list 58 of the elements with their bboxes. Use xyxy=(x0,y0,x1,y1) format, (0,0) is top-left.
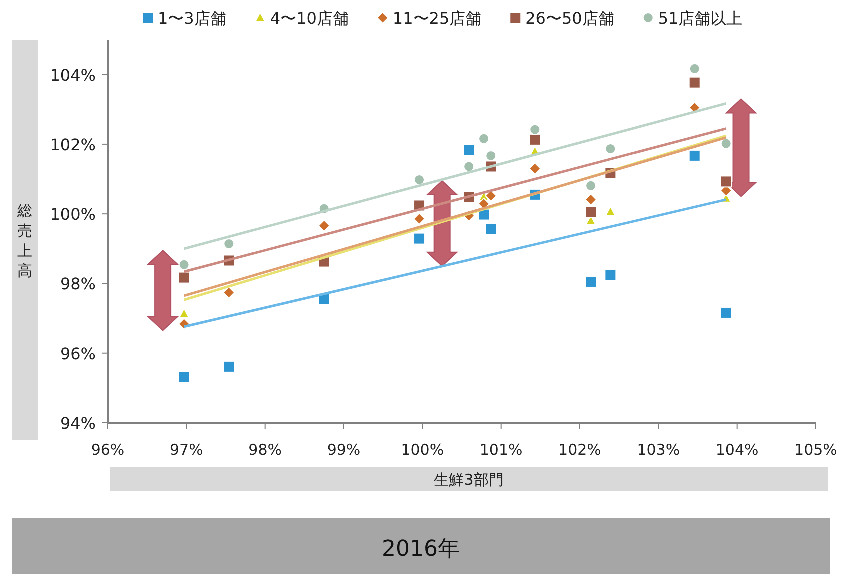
point xyxy=(486,150,497,162)
point xyxy=(478,133,490,144)
y-tick-label: 98% xyxy=(60,274,96,294)
point xyxy=(720,138,732,150)
point xyxy=(530,124,541,136)
point xyxy=(688,150,701,162)
x-tick-label: 100% xyxy=(401,441,444,459)
point xyxy=(178,272,190,284)
legend-label: 11〜25店舗 xyxy=(392,9,482,28)
y-axis-title: 総売上高 xyxy=(16,202,32,280)
point xyxy=(585,194,598,206)
legend-label: 51店舗以上 xyxy=(658,9,743,28)
legend-label: 1〜3店舗 xyxy=(158,9,226,28)
x-tick-label: 103% xyxy=(637,441,680,459)
point xyxy=(585,276,598,288)
y-tick-label: 94% xyxy=(60,414,96,433)
point xyxy=(414,232,426,245)
point xyxy=(529,162,542,175)
x-tick-label: 96% xyxy=(91,441,125,459)
y-tick-label: 100% xyxy=(50,205,96,224)
y-tick-label: 104% xyxy=(50,66,96,85)
x-tick-label: 98% xyxy=(248,441,282,459)
point xyxy=(318,220,330,232)
point xyxy=(720,176,732,188)
point xyxy=(178,371,190,384)
point xyxy=(720,306,732,319)
point xyxy=(224,238,235,250)
point xyxy=(689,63,700,74)
x-axis-title: 生鮮3部門 xyxy=(434,471,504,489)
y-tick-label: 96% xyxy=(60,344,96,364)
point xyxy=(485,223,498,236)
point xyxy=(586,180,597,192)
point xyxy=(463,144,476,156)
title-banner: 2016年 xyxy=(12,518,830,574)
point xyxy=(529,134,542,146)
point xyxy=(605,143,616,154)
point xyxy=(585,206,598,218)
x-axis-title-box: 生鮮3部門 xyxy=(110,467,828,491)
point xyxy=(688,76,701,89)
legend-label: 4〜10店舗 xyxy=(270,9,349,28)
point xyxy=(414,174,426,186)
point xyxy=(179,308,190,318)
point xyxy=(414,212,426,225)
point xyxy=(178,259,190,270)
x-tick-label: 105% xyxy=(794,441,838,459)
x-tick-label: 104% xyxy=(716,441,759,459)
legend-label: 26〜50店舗 xyxy=(526,9,614,28)
x-tick-label: 97% xyxy=(170,441,204,459)
point xyxy=(464,161,475,172)
x-tick-label: 101% xyxy=(480,441,523,459)
x-tick-label: 102% xyxy=(558,441,602,459)
point xyxy=(223,286,236,299)
point xyxy=(606,206,616,216)
y-tick-label: 102% xyxy=(50,135,96,154)
point xyxy=(604,269,617,282)
x-tick-label: 99% xyxy=(327,441,361,459)
point xyxy=(223,360,236,373)
y-axis-title-box: 総売上高 xyxy=(12,40,38,440)
